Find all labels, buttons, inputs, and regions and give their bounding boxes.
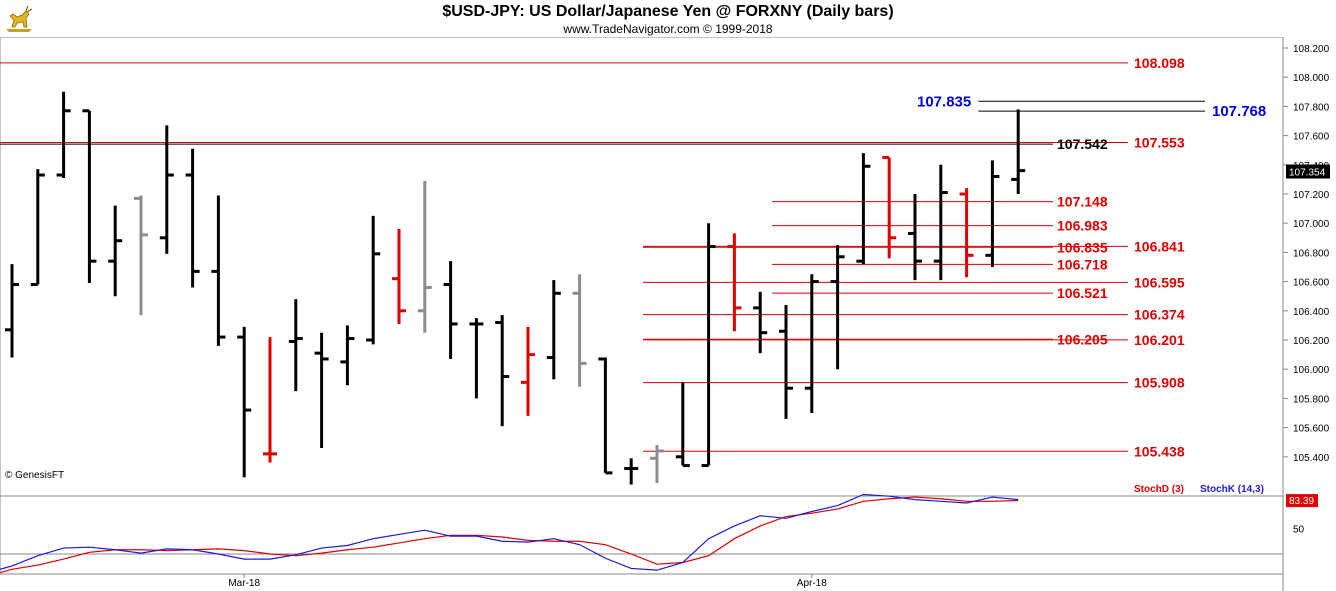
ohlc-bar <box>417 180 432 333</box>
ohlc-bar <box>882 156 897 259</box>
ohlc-bar <box>572 274 587 387</box>
ohlc-bar <box>830 245 845 370</box>
level-label: 106.841 <box>1134 238 1185 254</box>
y-tick-label: 106.800 <box>1293 248 1330 259</box>
ohlc-bar <box>804 274 819 413</box>
gold-bull-logo-icon <box>6 5 33 32</box>
ohlc-bar <box>701 223 716 468</box>
level-label: 107.768 <box>1212 103 1266 120</box>
ohlc-bar <box>185 148 200 288</box>
chart-title: $USD-JPY: US Dollar/Japanese Yen @ FORXN… <box>442 3 894 20</box>
ohlc-bar <box>469 318 484 399</box>
level-label: 107.542 <box>1057 136 1108 152</box>
price-panel-frame <box>0 37 1284 575</box>
stoch-last-value-label: 83.39 <box>1289 496 1314 507</box>
ohlc-bar <box>959 188 974 278</box>
y-tick-label: 106.200 <box>1293 336 1330 347</box>
level-label: 106.983 <box>1057 218 1108 234</box>
y-tick-label: 107.000 <box>1293 219 1330 230</box>
ohlc-bar <box>366 215 381 345</box>
y-tick-label: 106.400 <box>1293 307 1330 318</box>
ohlc-bar <box>314 332 329 449</box>
last-price-label: 107.354 <box>1289 168 1326 179</box>
level-label: 105.908 <box>1134 375 1185 391</box>
ohlc-bar <box>908 194 922 281</box>
y-tick-label: 108.000 <box>1293 73 1330 84</box>
level-label: 105.438 <box>1134 443 1185 459</box>
y-tick-label: 107.600 <box>1293 132 1330 143</box>
y-tick-label: 105.800 <box>1293 394 1330 405</box>
stoch-series-line <box>0 493 1019 571</box>
ohlc-bar <box>753 291 768 354</box>
ohlc-bar <box>288 299 303 392</box>
ohlc-bar <box>392 229 406 324</box>
ohlc-bar <box>650 445 664 484</box>
stoch-last-value-box <box>1286 494 1318 508</box>
level-label: 107.553 <box>1134 134 1185 150</box>
ohlc-bar <box>933 164 948 281</box>
level-label: 107.148 <box>1057 194 1108 210</box>
y-tick-label: 107.200 <box>1293 190 1330 201</box>
y-tick-label: 108.200 <box>1293 44 1330 55</box>
ohlc-bar <box>521 326 535 416</box>
stoch-y-tick-label: 50 <box>1293 525 1305 536</box>
y-tick-label: 106.600 <box>1293 278 1330 289</box>
ohlc-bar <box>624 458 639 485</box>
chart-header: $USD-JPY: US Dollar/Japanese Yen @ FORXN… <box>0 0 1336 37</box>
ohlc-bar <box>779 304 793 419</box>
ohlc-bar <box>56 91 71 178</box>
chart-canvas: 108.098 107.553 107.542 107.835 107.768 107.1… <box>0 37 1330 591</box>
ohlc-bar <box>5 264 19 358</box>
ohlc-bar <box>211 195 226 346</box>
level-label: 108.098 <box>1134 55 1185 71</box>
level-label: 106.521 <box>1057 285 1108 301</box>
y-tick-label: 105.400 <box>1293 453 1330 464</box>
y-tick-label: 107.800 <box>1293 102 1330 113</box>
stoch-d-legend: StochD (3) <box>1134 484 1184 495</box>
ohlc-bar <box>263 337 277 463</box>
ohlc-bar <box>82 109 97 284</box>
last-price-box <box>1286 164 1330 179</box>
ohlc-bar <box>443 261 458 359</box>
x-tick-label: Apr-18 <box>797 578 827 589</box>
stoch-k-legend: StochK (14,3) <box>1200 484 1264 495</box>
watermark-text: © GenesisFT <box>5 470 64 481</box>
x-tick-label: Mar-18 <box>228 578 260 589</box>
level-label: 107.835 <box>917 93 971 110</box>
ohlc-bar <box>856 153 871 265</box>
ohlc-bar <box>1011 109 1026 194</box>
ohlc-bar <box>727 233 742 332</box>
level-label: 106.718 <box>1057 256 1108 272</box>
level-label: 106.374 <box>1134 307 1185 323</box>
y-tick-label: 105.600 <box>1293 424 1330 435</box>
ohlc-bar <box>495 315 510 427</box>
ohlc-bar <box>30 169 45 287</box>
ohlc-bar <box>546 280 561 380</box>
y-tick-label: 106.000 <box>1293 365 1330 376</box>
level-label: 106.835 <box>1057 239 1108 255</box>
chart-subtitle: www.TradeNavigator.com © 1999-2018 <box>563 22 773 36</box>
ohlc-bar <box>237 326 252 478</box>
ohlc-bar <box>108 205 123 297</box>
ohlc-bar <box>985 160 1000 267</box>
ohlc-bar <box>134 195 148 316</box>
ohlc-bar <box>675 382 690 468</box>
ohlc-bar <box>159 125 174 254</box>
ohlc-bar <box>598 357 613 475</box>
level-label: 106.595 <box>1134 274 1185 290</box>
level-label: 106.201 <box>1134 332 1185 348</box>
ohlc-bar <box>340 325 355 386</box>
level-label: 106.205 <box>1057 331 1108 347</box>
